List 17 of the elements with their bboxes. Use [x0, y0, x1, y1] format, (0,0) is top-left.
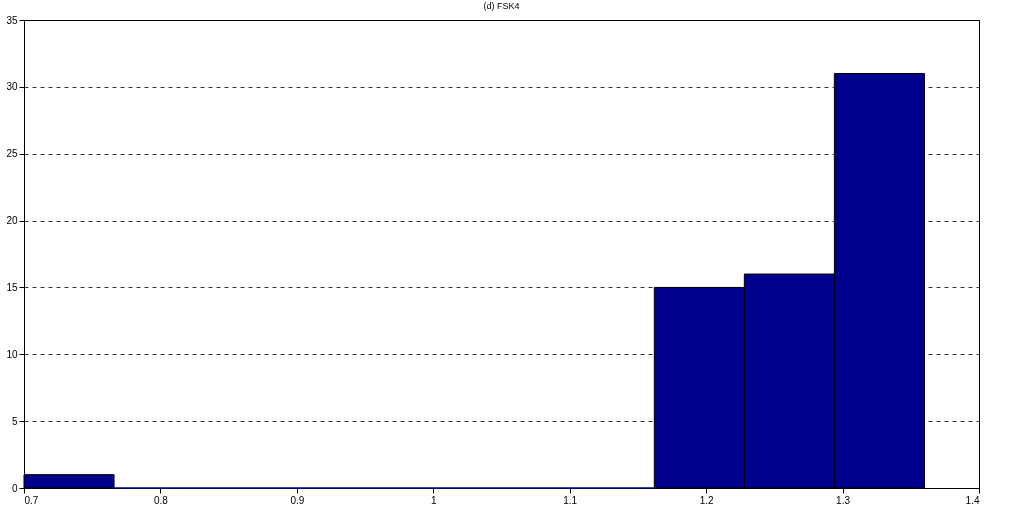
y-tick-label: 15	[6, 281, 18, 293]
x-tick-label: 0.9	[290, 494, 305, 506]
x-tick-label: 1.1	[563, 494, 578, 506]
y-tick-label: 35	[6, 14, 18, 26]
y-tick-label: 30	[6, 81, 18, 93]
x-tick-label: 1.4	[965, 494, 980, 506]
x-tick-label: 1.2	[699, 494, 715, 506]
x-tick-label: 1.3	[836, 494, 851, 506]
y-tick-label: 25	[6, 148, 18, 160]
x-tick-label: 0.7	[24, 494, 39, 506]
x-tick-label: 0.8	[153, 494, 169, 506]
chart-title: (d) FSK4	[483, 1, 520, 11]
y-tick-label: 10	[6, 348, 18, 360]
x-tick-label: 1	[431, 494, 437, 506]
y-tick-label: 5	[11, 415, 18, 427]
y-tick-label: 20	[6, 215, 18, 227]
y-tick-label: 0	[11, 482, 18, 494]
